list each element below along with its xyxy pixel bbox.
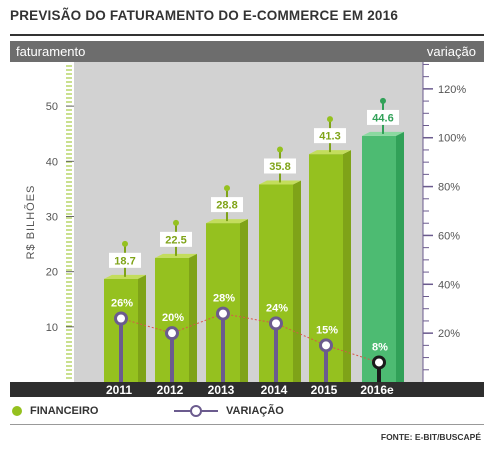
bar-value-label: 22.5 xyxy=(165,234,186,246)
bar-label-pin-dot xyxy=(327,116,333,123)
variation-point-2016e xyxy=(372,355,386,370)
x-axis-tick-label: 2012 xyxy=(157,383,184,397)
legend-financeiro-label: FINANCEIRO xyxy=(30,405,99,417)
x-axis-tick-label: 2015 xyxy=(311,383,338,397)
right-margin xyxy=(423,62,484,382)
legend-variacao-label: VARIAÇÃO xyxy=(226,405,284,417)
y-axis-tick-label: 30 xyxy=(46,211,58,223)
header-left-label: faturamento xyxy=(16,44,85,59)
bar-label-pin-dot xyxy=(224,185,230,192)
left-margin xyxy=(10,62,74,382)
source-note: FONTE: E-BIT/BUSCAPÉ xyxy=(380,432,481,442)
legend: FINANCEIRO VARIAÇÃO xyxy=(0,402,485,424)
chart-svg: faturamento variação 10 20 30 40 50 20% 40% 60% 80… xyxy=(10,41,484,397)
bar-2016e xyxy=(362,135,396,382)
y-axis-label: R$ BILHÕES xyxy=(24,185,37,260)
bar-label-pin-dot xyxy=(380,97,386,104)
y-axis-tick-label: 10 xyxy=(46,322,58,334)
bar-label-box xyxy=(367,109,399,125)
header-right-label: variação xyxy=(427,44,476,59)
y2-axis-tick-label: 40% xyxy=(438,279,460,291)
variation-value-label: 28% xyxy=(213,293,235,305)
bar-label-pin-dot xyxy=(173,219,179,226)
y-axis-tick-label: 20 xyxy=(46,267,58,279)
bar-side-2012 xyxy=(189,253,197,382)
legend-variacao-swatch xyxy=(174,404,218,418)
bar-side-2013 xyxy=(240,219,248,382)
variation-value-label: 15% xyxy=(316,324,338,336)
chart-title: PREVISÃO DO FATURAMENTO DO E-COMMERCE EM… xyxy=(10,8,399,23)
variation-point-2013 xyxy=(216,306,230,321)
bar-side-2015 xyxy=(343,150,351,382)
y-axis-tick-label: 40 xyxy=(46,156,58,168)
bar-label-pin-dot xyxy=(277,146,283,153)
variation-value-label: 26% xyxy=(111,297,133,309)
variation-point-2015 xyxy=(319,338,333,353)
variation-point-2014 xyxy=(269,316,283,331)
variation-trend-line xyxy=(120,313,380,363)
legend-financeiro-swatch xyxy=(12,406,22,416)
bar-label-box xyxy=(160,231,192,247)
bar-value-label: 41.3 xyxy=(319,131,340,143)
y2-axis-tick-label: 120% xyxy=(438,84,466,96)
x-axis-tick-label: 2014 xyxy=(261,383,288,397)
variation-value-label: 24% xyxy=(266,302,288,314)
bar-label-box xyxy=(109,252,141,268)
variation-point-2012 xyxy=(165,326,179,341)
y2-axis-tick-label: 60% xyxy=(438,230,460,242)
axis-band xyxy=(10,382,484,397)
bar-side-2011 xyxy=(138,274,146,382)
bar-side-2014 xyxy=(293,180,301,382)
y2-axis-tick-label: 80% xyxy=(438,182,460,194)
bar-side-2016e xyxy=(396,131,404,382)
bar-label-box xyxy=(264,158,296,174)
variation-value-label: 8% xyxy=(372,341,388,353)
bar-value-label: 28.8 xyxy=(216,200,237,212)
y-axis-tick-label: 50 xyxy=(46,101,58,113)
x-axis-tick-label: 2013 xyxy=(208,383,235,397)
variation-point-2011 xyxy=(114,311,128,326)
bar-label-box xyxy=(314,128,346,144)
bar-label-pin-dot xyxy=(122,240,128,247)
variation-value-label: 20% xyxy=(162,312,184,324)
header-band xyxy=(10,41,484,62)
bar-value-label: 35.8 xyxy=(269,161,290,173)
bar-label-box xyxy=(211,197,243,213)
bar-value-label: 18.7 xyxy=(114,255,135,267)
legend-rule xyxy=(10,424,484,425)
y2-axis-tick-label: 100% xyxy=(438,133,466,145)
title-rule xyxy=(10,34,484,36)
x-axis-tick-label: 2011 xyxy=(106,383,132,397)
x-axis-tick-label: 2016e xyxy=(360,383,394,397)
y2-axis-tick-label: 20% xyxy=(438,328,460,340)
bar-value-label: 44.6 xyxy=(372,112,393,124)
